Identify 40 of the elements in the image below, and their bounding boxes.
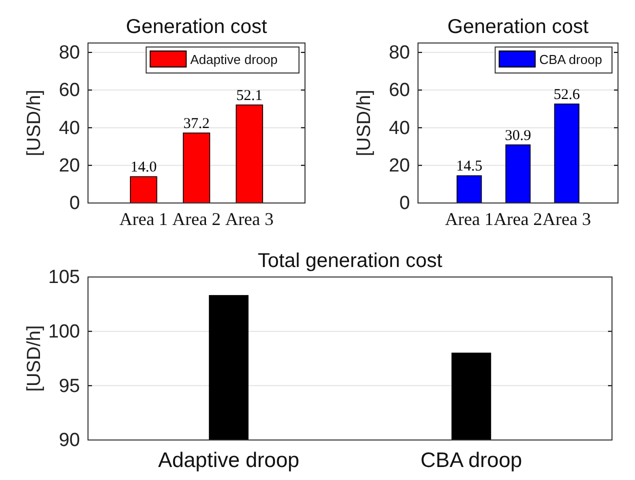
y-tick-label: 40	[58, 118, 80, 139]
legend-label: Adaptive droop	[190, 52, 278, 67]
x-tick-label: Area 1	[444, 208, 494, 229]
y-tick-label: 80	[388, 42, 410, 64]
y-axis-title: [USD/h]	[24, 325, 45, 392]
bar	[182, 132, 210, 204]
data-label: 30.9	[504, 128, 532, 144]
legend-label: CBA droop	[539, 52, 602, 67]
bar	[236, 104, 264, 204]
y-axis-title: [USD/h]	[24, 90, 45, 156]
bar	[505, 144, 531, 204]
data-label: 52.1	[236, 88, 263, 104]
y-tick-label: 40	[388, 118, 410, 139]
x-tick-label: Area 2	[494, 208, 542, 229]
data-label: 14.5	[456, 158, 482, 175]
bar	[130, 176, 158, 204]
y-tick-label: 60	[388, 80, 410, 102]
x-tick-label: Area 2	[172, 208, 221, 229]
chart-title: Total generation cost	[258, 250, 443, 272]
chart-title: Generation cost	[126, 16, 268, 38]
y-tick-label: 80	[58, 42, 80, 64]
y-tick-label: 60	[58, 80, 80, 102]
y-tick-label: 0	[399, 193, 410, 214]
y-tick-label: 20	[58, 155, 80, 176]
x-tick-label: Area 3	[225, 208, 274, 229]
y-tick-label: 90	[58, 430, 80, 452]
x-tick-label: Area 1	[119, 208, 168, 229]
bar	[554, 104, 580, 204]
y-axis-title: [USD/h]	[354, 90, 375, 156]
data-label: 14.0	[130, 160, 157, 176]
y-tick-label: 20	[388, 155, 410, 176]
y-tick-label: 100	[48, 321, 80, 342]
y-tick-label: 0	[69, 193, 80, 214]
data-label: 37.2	[183, 116, 210, 132]
bar	[456, 175, 482, 204]
x-tick-label: Area 3	[542, 208, 592, 229]
data-label: 52.6	[554, 86, 580, 103]
y-tick-label: 105	[48, 267, 80, 288]
y-tick-label: 95	[58, 376, 80, 397]
chart-title: Generation cost	[447, 16, 590, 38]
